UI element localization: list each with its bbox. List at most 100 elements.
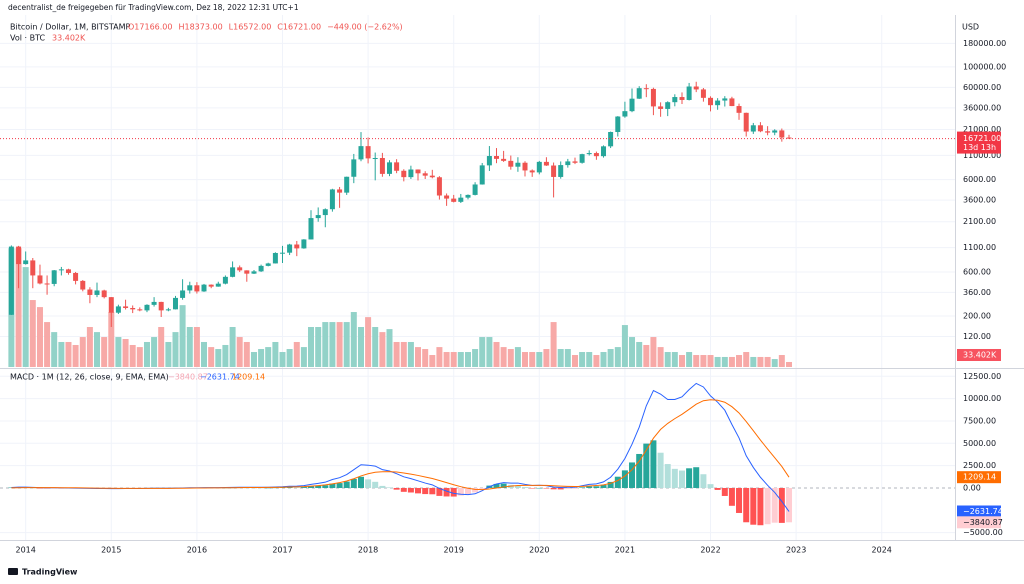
y-tick-label: 2100.00 <box>963 217 996 226</box>
macd-histogram-bar <box>343 481 350 488</box>
candle-body <box>743 112 749 132</box>
macd-histogram-bar <box>550 487 557 490</box>
volume-bar <box>65 341 72 367</box>
macd-histogram-bar <box>522 487 529 488</box>
candle-body <box>358 146 364 160</box>
candle-body <box>672 97 678 103</box>
candle-body <box>244 270 250 274</box>
candle-body <box>658 106 664 109</box>
macd-histogram-bar <box>771 487 778 523</box>
candle-body <box>536 161 542 173</box>
macd-histogram-bar <box>329 483 336 488</box>
candle-body <box>23 260 29 265</box>
volume-value: 33.402K <box>52 34 86 43</box>
volume-bar <box>44 322 51 367</box>
volume-bar <box>379 332 386 367</box>
volume-bar <box>486 337 493 367</box>
candle-body <box>94 290 100 295</box>
candle-body <box>8 246 14 315</box>
candle-body <box>208 284 214 287</box>
macd-histogram-bar <box>293 487 300 488</box>
volume-bar <box>629 337 636 367</box>
macd-histogram-bar <box>529 487 536 489</box>
macd-histogram-bar <box>500 483 507 488</box>
volume-bar <box>29 300 36 367</box>
macd-histogram-bar <box>279 487 286 488</box>
candle-body <box>757 125 763 132</box>
candle-body <box>87 289 93 295</box>
volume-bar <box>543 349 550 367</box>
y-tick-label: 3600.00 <box>963 196 996 205</box>
countdown-label: 13d 13h <box>963 143 996 152</box>
candle-body <box>201 284 207 292</box>
candle-body <box>508 160 514 167</box>
volume-bar <box>778 355 785 367</box>
candle-body <box>130 308 136 310</box>
volume-title: Vol · BTC <box>10 34 46 43</box>
candle-body <box>30 260 36 276</box>
x-tick-label: 2021 <box>615 546 635 555</box>
last-price-box <box>957 131 1001 154</box>
x-tick-label: 2020 <box>529 546 549 555</box>
volume-bar <box>557 349 564 367</box>
candle-body <box>115 306 121 313</box>
macd-histogram-bar <box>728 487 735 506</box>
volume-bar <box>258 349 265 367</box>
volume-bar <box>407 341 414 367</box>
macd-histogram-bar <box>621 470 628 488</box>
macd-histogram-bar <box>493 483 500 488</box>
candle-body <box>650 88 656 107</box>
macd-histogram-bar <box>629 462 636 488</box>
candle-body <box>73 272 79 281</box>
y-tick-label: 21000.00 <box>963 125 1001 134</box>
candle-body <box>165 309 171 311</box>
macd-histogram-bar <box>422 487 429 495</box>
candle-body <box>779 130 785 138</box>
volume-bar <box>664 352 671 367</box>
macd-histogram-bar <box>400 487 407 492</box>
candle-body <box>501 158 507 161</box>
x-tick-label: 2018 <box>358 546 378 555</box>
volume-bar <box>386 329 393 367</box>
volume-bar <box>643 344 650 367</box>
macd-histogram-bar <box>258 487 265 489</box>
candle-body <box>708 97 714 106</box>
macd-hist-value: −3840.87 <box>168 373 208 382</box>
macd-histogram-bar <box>286 487 293 488</box>
volume-bar <box>279 352 286 367</box>
macd-histogram-bar <box>693 467 700 488</box>
macd-tick-label: 7500.00 <box>963 416 996 425</box>
volume-bar <box>293 341 300 367</box>
macd-histogram-bar <box>778 487 785 523</box>
candle-body <box>301 239 307 249</box>
ohlc-value: −449.00 (−2.62%) <box>327 23 403 32</box>
macd-histogram-bar <box>429 487 436 495</box>
candle-body <box>16 246 22 265</box>
macd-tick-label: 10000.00 <box>963 394 1001 403</box>
volume-bar <box>243 341 250 367</box>
volume-bar <box>743 352 750 367</box>
y-tick-label: 200.00 <box>963 311 991 320</box>
volume-bar <box>72 344 79 367</box>
volume-bar <box>272 341 279 367</box>
macd-histogram-bar <box>607 481 614 488</box>
macd-tick-label: 2500.00 <box>963 461 996 470</box>
macd-histogram-bar <box>714 487 721 490</box>
x-tick-label: 2014 <box>16 546 36 555</box>
y-tick-label: 11000.00 <box>963 151 1001 160</box>
logo-text: TradingView <box>22 568 78 577</box>
volume-bar <box>51 332 58 367</box>
macd-histogram-bar <box>386 487 393 488</box>
candle-body <box>101 290 107 298</box>
macd-tick-label: 0.00 <box>963 483 981 492</box>
volume-bar <box>129 344 136 367</box>
volume-bar <box>721 356 728 367</box>
y-tick-label: 36000.00 <box>963 103 1001 112</box>
candle-body <box>37 275 43 284</box>
volume-bar <box>336 322 343 367</box>
macd-histogram-bar <box>764 487 771 525</box>
candle-body <box>543 161 549 166</box>
candle-body <box>765 131 771 133</box>
candle-body <box>58 269 64 271</box>
volume-bar <box>764 356 771 367</box>
